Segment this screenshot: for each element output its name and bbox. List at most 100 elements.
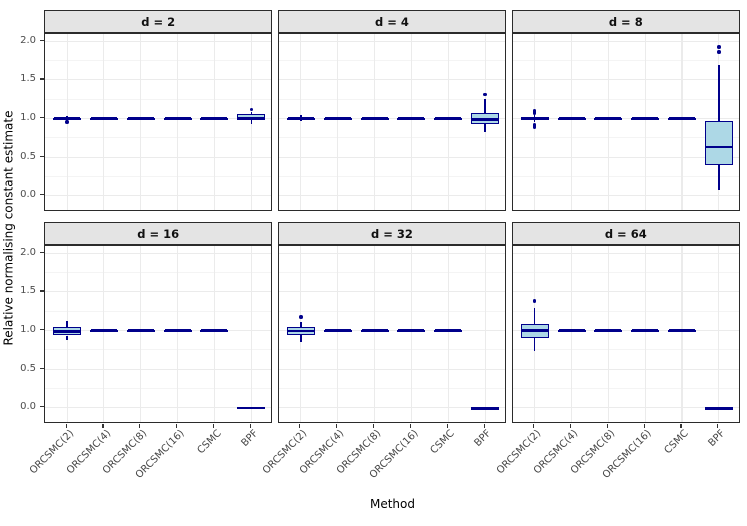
boxplot-median	[521, 117, 548, 120]
gridline-major-v	[374, 246, 376, 422]
gridline-minor-h	[278, 272, 506, 274]
boxplot-whisker-upper	[300, 115, 302, 118]
facet-label: d = 4	[375, 14, 409, 29]
x-tick-mark	[569, 424, 572, 428]
boxplot-outlier	[532, 111, 537, 115]
gridline-minor-h	[45, 176, 272, 177]
y-tick-label: 0.0	[20, 189, 36, 201]
y-tick-mark	[40, 194, 44, 196]
gridline-minor-h	[278, 137, 506, 139]
facet-label: d = 2	[141, 14, 176, 29]
x-tick-mark	[409, 424, 411, 428]
x-tick-label: CSMC	[195, 428, 224, 457]
x-tick-mark	[606, 424, 608, 428]
gridline-minor-h	[278, 310, 506, 312]
gridline-major-h	[45, 407, 272, 409]
gridline-major-v	[644, 246, 646, 422]
facet-strip: d = 32	[277, 222, 507, 245]
boxplot-median	[287, 117, 314, 120]
x-tick-mark	[299, 424, 301, 428]
y-tick-mark	[40, 367, 44, 369]
y-tick-mark	[40, 251, 44, 253]
facet-label: d = 64	[604, 226, 647, 241]
gridline-major-v	[250, 246, 252, 422]
boxplot-whisker-lower	[250, 119, 253, 124]
gridline-minor-h	[45, 137, 272, 139]
boxplot-median	[472, 118, 499, 121]
y-tick-label: 2.0	[20, 246, 36, 258]
y-tick-mark	[40, 116, 44, 119]
gridline-major-v	[177, 246, 179, 422]
gridline-minor-h	[278, 388, 506, 389]
gridline-major-v	[570, 34, 573, 210]
boxplot-median	[398, 117, 425, 120]
gridline-major-h	[45, 195, 272, 197]
gridline-major-v	[484, 246, 486, 422]
boxplot-whisker-lower	[484, 124, 486, 133]
gridline-major-h	[45, 252, 272, 254]
boxplot-median	[558, 329, 585, 332]
y-tick-label: 1.5	[20, 73, 36, 85]
facet-strip: d = 2	[44, 10, 273, 33]
boxplot-median	[361, 117, 388, 120]
gridline-major-v	[607, 246, 609, 422]
facet-label: d = 32	[371, 226, 413, 241]
boxplot-median	[595, 329, 622, 332]
gridline-major-h	[45, 368, 272, 370]
gridline-minor-h	[45, 60, 272, 62]
boxplot-outlier	[483, 92, 487, 97]
gridline-minor-h	[512, 272, 739, 274]
y-tick-mark	[40, 155, 44, 157]
boxplot-median	[361, 329, 388, 332]
x-tick-mark	[65, 424, 67, 428]
y-tick-label: 2.0	[20, 34, 36, 46]
facet-label: d = 8	[608, 14, 643, 29]
boxplot-median	[669, 117, 696, 120]
facet-panel	[511, 33, 740, 211]
boxplot-median	[127, 117, 154, 120]
x-tick-mark	[249, 424, 251, 428]
x-tick-mark	[643, 424, 645, 428]
x-tick-mark	[372, 424, 375, 428]
x-tick-mark	[483, 424, 485, 428]
gridline-major-h	[512, 79, 739, 81]
boxplot-whisker-upper	[484, 99, 486, 114]
gridline-major-h	[278, 368, 506, 370]
boxplot-median	[238, 406, 265, 410]
boxplot-whisker-upper	[533, 308, 536, 324]
boxplot-outlier	[532, 123, 537, 127]
x-tick-mark	[336, 424, 338, 428]
facet-strip: d = 16	[44, 222, 273, 245]
gridline-major-v	[447, 34, 449, 210]
boxplot-median	[287, 329, 314, 333]
x-tick-mark	[102, 424, 104, 428]
boxplot-median	[201, 329, 228, 332]
boxplot-whisker-lower	[300, 119, 302, 122]
boxplot-median	[90, 117, 117, 120]
boxplot-median	[669, 329, 696, 332]
x-tick-label: BPF	[706, 428, 728, 449]
y-axis-title: Relative normalising constant estimate	[1, 110, 15, 346]
gridline-major-h	[278, 407, 506, 409]
boxplot-outlier	[532, 299, 537, 303]
x-tick-label: BPF	[472, 428, 494, 449]
gridline-major-h	[512, 252, 739, 254]
y-tick-mark	[40, 290, 44, 292]
gridline-major-h	[512, 330, 739, 332]
boxplot-whisker-lower	[300, 335, 302, 342]
facet-strip: d = 64	[511, 222, 740, 245]
facet-panel	[511, 245, 740, 423]
gridline-major-h	[45, 156, 272, 158]
gridline-major-v	[213, 246, 216, 422]
gridline-major-v	[374, 34, 376, 210]
gridline-major-v	[177, 34, 179, 210]
gridline-major-h	[278, 330, 506, 332]
facet-panel	[44, 33, 273, 211]
boxplot-outlier	[249, 107, 254, 112]
boxplot-median	[201, 117, 228, 120]
boxplot-median	[90, 329, 117, 332]
gridline-minor-h	[512, 388, 739, 389]
gridline-minor-h	[512, 349, 739, 351]
boxplot-outlier	[532, 109, 537, 113]
